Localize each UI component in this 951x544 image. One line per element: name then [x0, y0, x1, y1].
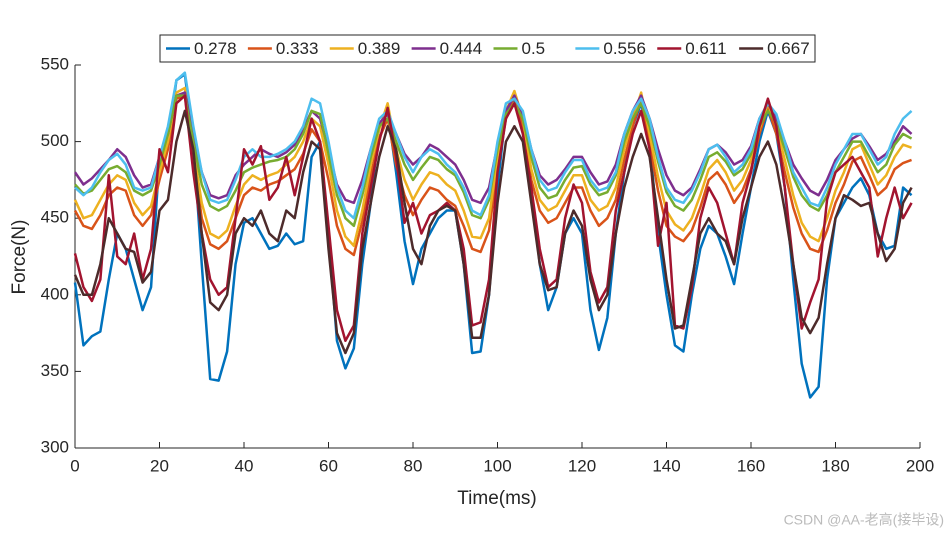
x-tick-label: 80: [404, 456, 423, 475]
x-axis-label: Time(ms): [457, 488, 537, 509]
legend-label: 0.5: [522, 39, 546, 58]
y-tick-label: 400: [41, 284, 69, 303]
y-tick-label: 500: [41, 131, 69, 150]
series-line: [73, 94, 913, 343]
x-tick-label: 60: [319, 456, 338, 475]
y-axis-label: Force(N): [9, 220, 30, 295]
legend-label: 0.278: [194, 39, 237, 58]
y-tick-label: 350: [41, 361, 69, 380]
x-tick-label: 40: [235, 456, 254, 475]
x-tick-label: 0: [70, 456, 79, 475]
legend-label: 0.611: [685, 39, 726, 58]
x-tick-label: 200: [906, 456, 934, 475]
legend-label: 0.389: [358, 39, 401, 58]
y-tick-label: 450: [41, 208, 69, 227]
legend-label: 0.556: [603, 39, 646, 58]
y-tick-label: 550: [41, 54, 69, 73]
x-tick-label: 120: [568, 456, 596, 475]
x-tick-label: 100: [483, 456, 511, 475]
legend-label: 0.667: [767, 39, 810, 58]
legend-label: 0.444: [440, 39, 483, 58]
x-tick-label: 20: [150, 456, 169, 475]
y-tick-label: 300: [41, 437, 69, 456]
x-tick-label: 160: [737, 456, 765, 475]
series-line: [73, 94, 912, 257]
x-tick-label: 180: [821, 456, 849, 475]
series-line: [73, 109, 913, 355]
legend-label: 0.333: [276, 39, 319, 58]
watermark: CSDN @AA-老高(接毕设): [784, 512, 944, 528]
x-tick-label: 140: [652, 456, 680, 475]
